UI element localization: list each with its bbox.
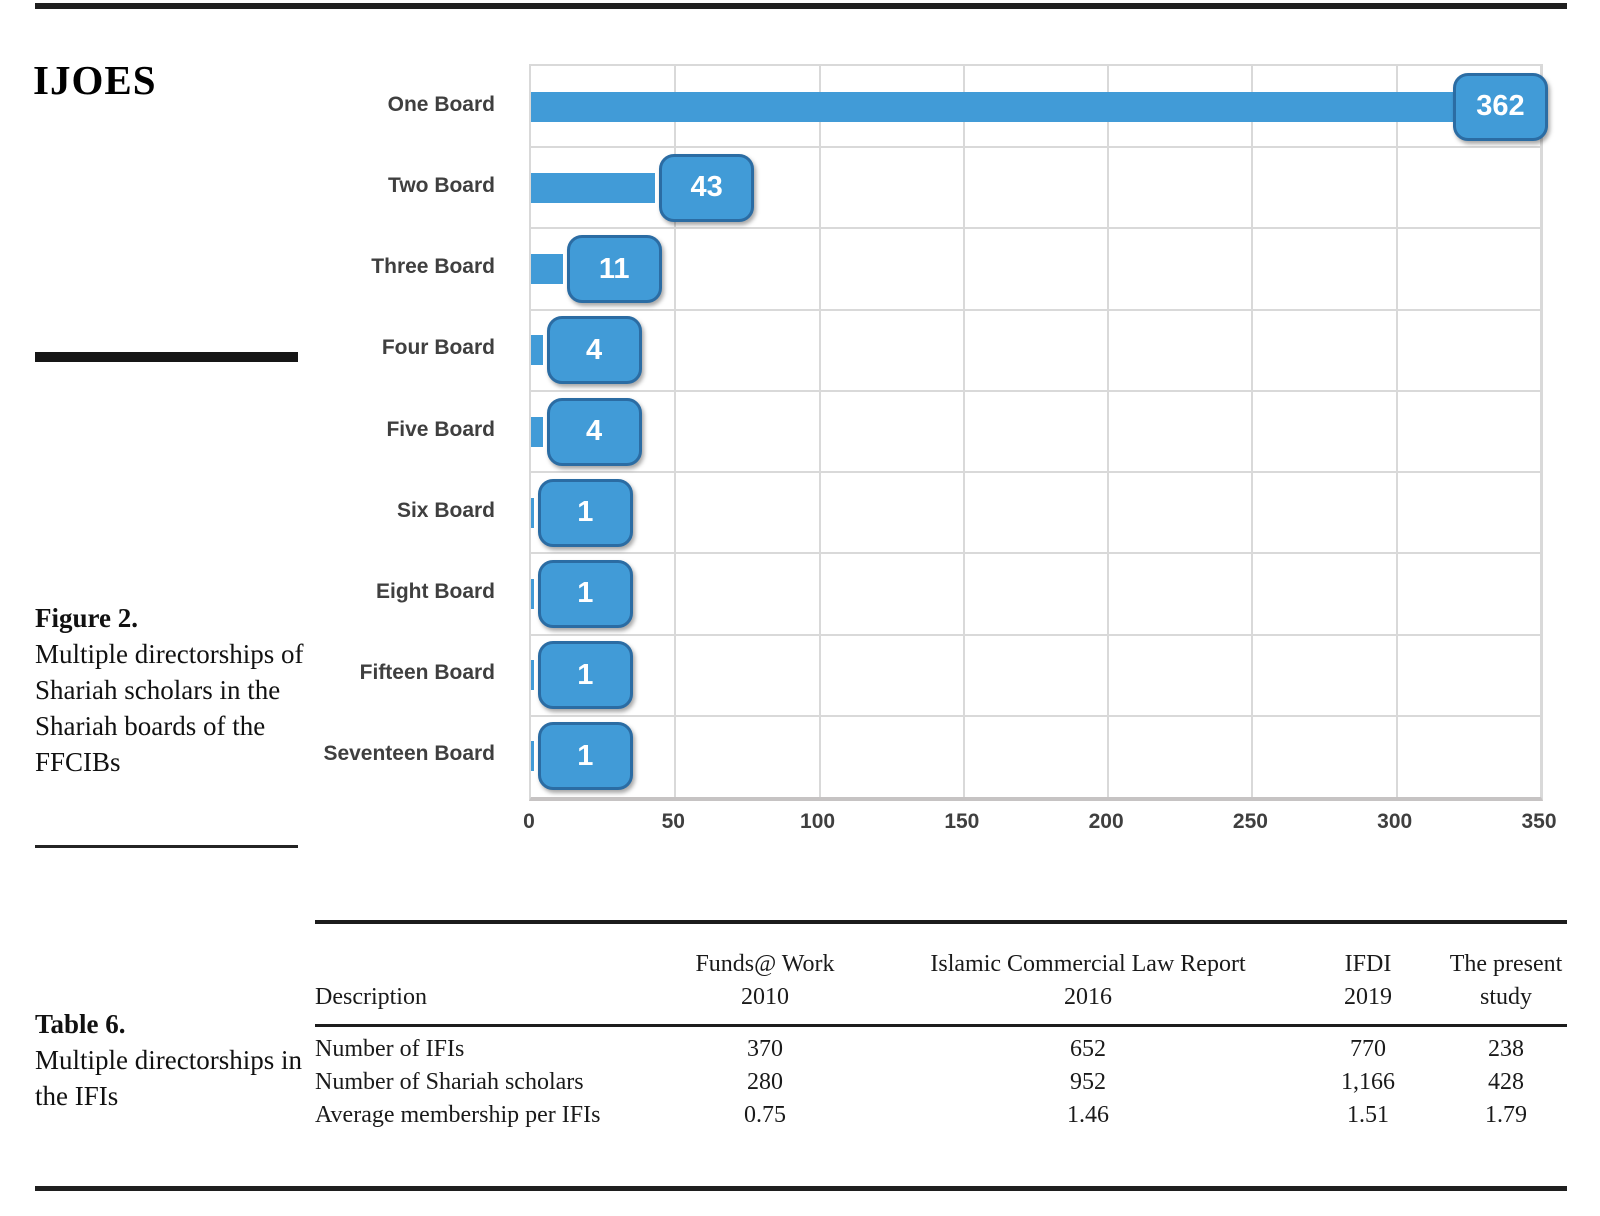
bar-value-callout: 1 — [537, 559, 633, 628]
table-cell-value: 238 — [1488, 1036, 1524, 1062]
journal-title: IJOES — [33, 57, 157, 103]
bar — [531, 416, 543, 447]
page-bottom-rule — [35, 1186, 1567, 1191]
bar — [531, 497, 534, 528]
gridline — [674, 66, 677, 797]
category-label: Seventeen Board — [323, 742, 495, 766]
bar-value-callout: 43 — [659, 153, 755, 222]
table-header-cell: Funds@ Work 2010 — [695, 951, 835, 1010]
table-body: Number of IFIs 370 652 770 238 Number of Shar… — [315, 1027, 1567, 1132]
bar-value-callout: 4 — [546, 397, 642, 466]
bar — [531, 91, 1541, 122]
table-header-rule — [315, 1024, 1567, 1027]
figure-caption-label: Figure 2. — [35, 603, 138, 633]
x-tick-label: 0 — [523, 810, 535, 833]
bar — [531, 741, 534, 772]
gridline — [1251, 66, 1254, 797]
bar-value-callout: 1 — [537, 722, 633, 791]
category-label: Eight Board — [376, 579, 495, 603]
table-cell-value: 0.75 — [744, 1102, 786, 1128]
table-cell-description: Number of Shariah scholars — [315, 1069, 584, 1095]
table-cell-value: 952 — [1070, 1069, 1106, 1095]
x-tick-label: 250 — [1232, 810, 1268, 833]
table-cell-value: 1.51 — [1347, 1102, 1389, 1128]
table-cell-value: 428 — [1488, 1069, 1524, 1095]
table-caption-label: Table 6. — [35, 1009, 126, 1039]
table-header-cell: Islamic Commercial Law Report 2016 — [930, 951, 1246, 1010]
gridline — [1395, 66, 1398, 797]
bar — [531, 172, 656, 203]
row-separator — [531, 714, 1541, 717]
gridline — [1107, 66, 1110, 797]
category-label: Four Board — [381, 336, 495, 360]
table-top-rule — [315, 920, 1567, 924]
table-cell-value: 1.46 — [1067, 1102, 1109, 1128]
chart-x-axis: 0 50 100 150 200 250 300 350 — [523, 810, 1556, 844]
bar-value-callout: 4 — [546, 316, 642, 385]
gridline — [962, 66, 965, 797]
x-tick-label: 50 — [661, 810, 685, 833]
x-tick-label: 350 — [1521, 810, 1557, 833]
left-column-divider — [35, 352, 298, 362]
x-tick-label: 150 — [944, 810, 980, 833]
gridline — [818, 66, 821, 797]
table-row: Number of Shariah scholars 280 952 1,166 428 — [315, 1066, 1567, 1099]
row-separator — [531, 471, 1541, 474]
table-cell-value: 652 — [1070, 1036, 1106, 1062]
table-cell-value: 1.79 — [1485, 1102, 1527, 1128]
table-cell-value: 370 — [747, 1036, 783, 1062]
table-caption-text: Multiple directorships in the IFIs — [35, 1045, 302, 1111]
data-table: Description Funds@ Work 2010 Islamic Commer… — [315, 920, 1567, 1132]
bar-value-callout: 362 — [1453, 72, 1548, 141]
row-separator — [531, 389, 1541, 392]
table-cell-description: Average membership per IFIs — [315, 1102, 601, 1128]
table-cell-value: 1,166 — [1341, 1069, 1395, 1095]
table-header-cell: Description — [315, 984, 427, 1010]
bar — [531, 660, 534, 691]
category-label: One Board — [387, 92, 495, 116]
chart-plot: 362 43 11 4 4 1 1 1 1 — [529, 64, 1548, 801]
table-header-cell: IFDI 2019 — [1344, 951, 1392, 1010]
row-separator — [531, 552, 1541, 555]
category-label: Fifteen Board — [359, 661, 495, 685]
category-label: Five Board — [386, 417, 495, 441]
bar-value-callout: 1 — [537, 478, 633, 547]
gridline — [1540, 66, 1542, 797]
x-tick-label: 100 — [800, 810, 836, 833]
table-row: Number of IFIs 370 652 770 238 — [315, 1033, 1567, 1066]
x-tick-label: 200 — [1088, 810, 1124, 833]
table-caption: Table 6. Multiple directorships in the I… — [35, 1006, 315, 1114]
row-separator — [531, 146, 1541, 149]
category-label: Three Board — [371, 255, 495, 279]
category-label: Two Board — [388, 173, 495, 197]
row-separator — [531, 227, 1541, 230]
row-separator — [531, 308, 1541, 311]
category-label: Six Board — [396, 498, 495, 522]
table-cell-description: Number of IFIs — [315, 1036, 465, 1062]
chart-category-labels: One Board Two Board Three Board Four Board F… — [230, 64, 495, 801]
table-cell-value: 280 — [747, 1069, 783, 1095]
page-top-rule — [35, 3, 1567, 9]
figure-caption-rule — [35, 845, 298, 848]
table-header-row: Description Funds@ Work 2010 Islamic Commer… — [315, 924, 1567, 1024]
figure-caption-text: Multiple directorships of Shariah schola… — [35, 639, 304, 777]
bar — [531, 578, 534, 609]
table-row: Average membership per IFIs 0.75 1.46 1.51 1… — [315, 1099, 1567, 1132]
bar — [531, 254, 563, 285]
row-separator — [531, 633, 1541, 636]
table-header-cell: The present study — [1449, 951, 1563, 1010]
bar-value-callout: 11 — [566, 235, 662, 304]
table-cell-value: 770 — [1350, 1036, 1386, 1062]
bar — [531, 335, 543, 366]
figure-caption: Figure 2. Multiple directorships of Shar… — [35, 600, 315, 780]
x-tick-label: 300 — [1377, 810, 1413, 833]
bar-value-callout: 1 — [537, 641, 633, 710]
